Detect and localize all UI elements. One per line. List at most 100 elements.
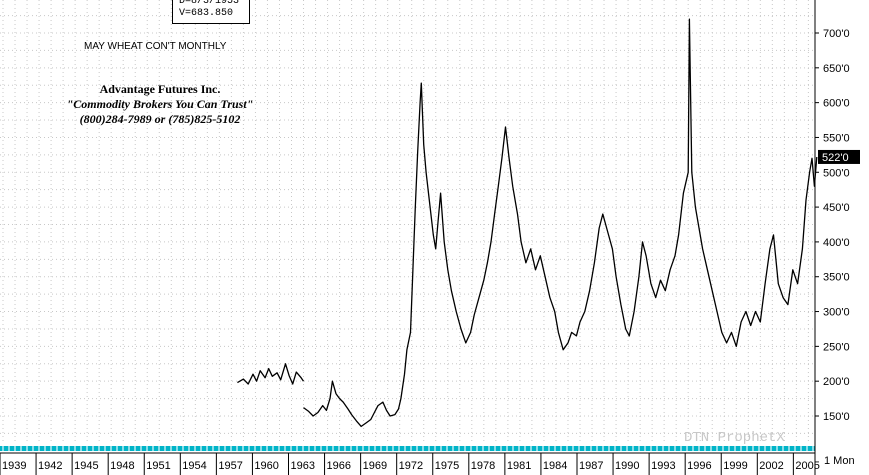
volume-strip-tick (128, 446, 130, 451)
volume-strip-tick (314, 446, 316, 451)
volume-strip-tick (536, 446, 538, 451)
volume-strip-tick (206, 446, 208, 451)
y-tick-label: 200'0 (823, 376, 850, 388)
volume-strip-tick (494, 446, 496, 451)
x-tick-label: 1984 (543, 460, 567, 472)
volume-strip-tick (350, 446, 352, 451)
volume-strip-tick (740, 446, 742, 451)
volume-strip-tick (356, 446, 358, 451)
volume-strip-tick (554, 446, 556, 451)
x-tick-label: 1942 (38, 460, 62, 472)
volume-strip-tick (590, 446, 592, 451)
volume-strip-tick (428, 446, 430, 451)
volume-strip-tick (482, 446, 484, 451)
volume-strip-tick (656, 446, 658, 451)
volume-strip-bar (0, 446, 815, 451)
company-phone: (800)284-7989 or (785)825-5102 (79, 112, 241, 126)
volume-strip-tick (266, 446, 268, 451)
volume-strip-tick (626, 446, 628, 451)
x-tick-label: 2002 (759, 460, 783, 472)
volume-strip-tick (530, 446, 532, 451)
volume-strip-tick (212, 446, 214, 451)
volume-strip-tick (512, 446, 514, 451)
volume-strip-tick (704, 446, 706, 451)
volume-strip-tick (278, 446, 280, 451)
volume-strip-tick (134, 446, 136, 451)
y-tick-label: 600'0 (823, 98, 850, 110)
volume-strip-tick (110, 446, 112, 451)
x-tick-label: 1969 (363, 460, 387, 472)
x-tick-label: 1966 (327, 460, 351, 472)
volume-strip-tick (344, 446, 346, 451)
volume-strip-tick (290, 446, 292, 451)
readout-date: D=8/3/1953 (179, 0, 240, 7)
volume-strip-tick (722, 446, 724, 451)
volume-strip-tick (200, 446, 202, 451)
volume-strip-tick (188, 446, 190, 451)
volume-strip-tick (140, 446, 142, 451)
volume-strip-tick (614, 446, 616, 451)
volume-strip-tick (218, 446, 220, 451)
y-tick-label: 350'0 (823, 272, 850, 284)
chart-grid (0, 0, 815, 444)
x-tick-label: 1987 (579, 460, 603, 472)
y-tick-label: 650'0 (823, 63, 850, 75)
volume-strip-tick (650, 446, 652, 451)
volume-strip-tick (464, 446, 466, 451)
volume-strip-tick (644, 446, 646, 451)
x-tick-label: 1990 (615, 460, 639, 472)
interval-label[interactable]: 1 Mon (824, 455, 855, 467)
volume-strip-tick (158, 446, 160, 451)
volume-strip-tick (398, 446, 400, 451)
volume-strip-tick (584, 446, 586, 451)
volume-strip-tick (506, 446, 508, 451)
volume-strip-tick (308, 446, 310, 451)
y-tick-label: 500'0 (823, 167, 850, 179)
price-line-segment (237, 363, 305, 385)
volume-strip-tick (272, 446, 274, 451)
volume-strip-tick (146, 446, 148, 451)
volume-strip-tick (572, 446, 574, 451)
volume-strip-tick (362, 446, 364, 451)
y-tick-label: 550'0 (823, 132, 850, 144)
volume-strip-tick (242, 446, 244, 451)
volume-strip-tick (74, 446, 76, 451)
volume-strip-tick (698, 446, 700, 451)
volume-strip-tick (788, 446, 790, 451)
volume-strip-tick (2, 446, 4, 451)
volume-strip-tick (392, 446, 394, 451)
volume-strip-tick (758, 446, 760, 451)
readout-value: V=683.850 (179, 8, 234, 19)
volume-strip-tick (44, 446, 46, 451)
volume-strip-tick (668, 446, 670, 451)
volume-strip-tick (716, 446, 718, 451)
volume-strip-tick (320, 446, 322, 451)
x-tick-label: 1948 (110, 460, 134, 472)
volume-strip-tick (374, 446, 376, 451)
volume-strip-tick (500, 446, 502, 451)
last-price-box (818, 149, 860, 164)
volume-strip-tick (170, 446, 172, 451)
volume-strip-tick (434, 446, 436, 451)
volume-strip-tick (26, 446, 28, 451)
volume-strip-tick (476, 446, 478, 451)
advertisement-block: Advantage Futures Inc. "Commodity Broker… (40, 82, 280, 127)
volume-strip-tick (602, 446, 604, 451)
volume-strip-tick (260, 446, 262, 451)
volume-strip-tick (752, 446, 754, 451)
x-tick-label: 1939 (2, 460, 26, 472)
volume-strip-tick (440, 446, 442, 451)
volume-strip-tick (380, 446, 382, 451)
volume-strip-tick (254, 446, 256, 451)
volume-strip-tick (20, 446, 22, 451)
volume-strip-tick (68, 446, 70, 451)
volume-strip-tick (800, 446, 802, 451)
volume-strip-tick (812, 446, 814, 451)
volume-strip (0, 446, 815, 451)
volume-strip-tick (518, 446, 520, 451)
volume-strip-tick (734, 446, 736, 451)
x-tick-label: 1993 (651, 460, 675, 472)
volume-strip-tick (122, 446, 124, 451)
volume-strip-tick (104, 446, 106, 451)
